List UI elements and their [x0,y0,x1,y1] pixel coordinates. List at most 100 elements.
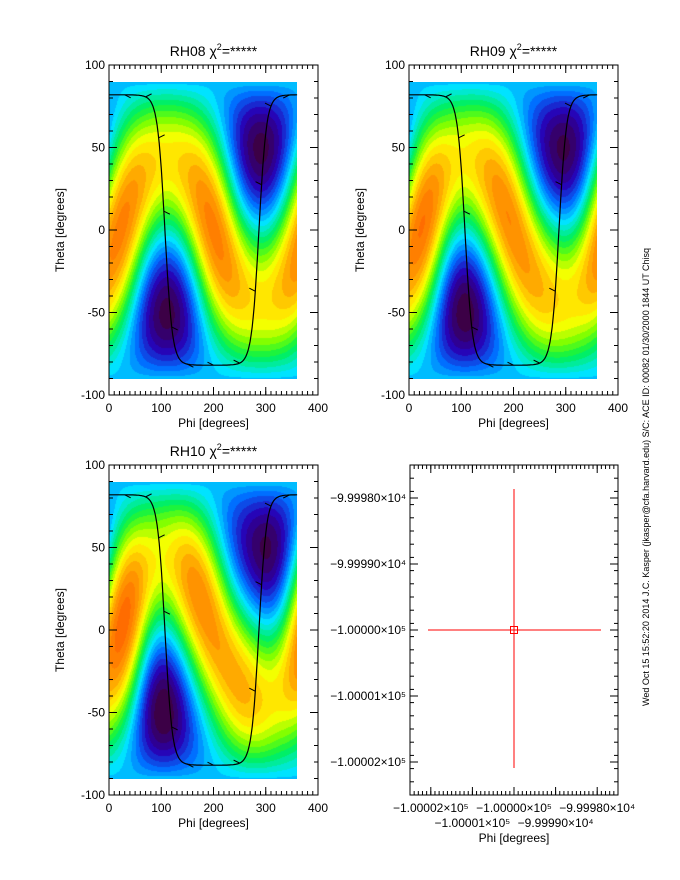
x-axis-label: Phi [degrees] [178,816,249,830]
curve-tick [249,287,256,292]
curve-tick [583,94,590,99]
x-tick-label: −9.99990×10⁴ [518,816,594,830]
x-tick-label: 100 [151,801,171,815]
y-tick-label: -100 [81,788,105,802]
y-tick-label: −1.00002×10⁵ [330,755,406,769]
curve-tick [158,134,165,139]
x-tick-label: 300 [256,801,276,815]
curve-tick [207,761,214,766]
panel-title: RH08 χ2=***** [170,42,258,59]
x-tick-label: −9.99980×10⁴ [559,801,635,815]
y-tick-label: 0 [398,223,405,237]
x-tick-label: 200 [503,401,523,415]
curve-tick [233,759,240,764]
contour-curve [109,494,298,766]
curve-tick [533,359,540,364]
x-tick-label: 400 [608,401,628,415]
plot-frame [108,64,319,396]
y-tick-label: 100 [85,58,105,72]
y-tick-label: 50 [92,141,106,155]
x-tick-label: 100 [451,401,471,415]
x-tick-label: −1.00002×10⁵ [393,801,469,815]
y-tick-label: 50 [392,141,406,155]
x-axis-label: Phi [degrees] [479,831,550,845]
x-tick-label: −1.00001×10⁵ [435,816,511,830]
curve-tick [564,102,572,107]
curve-tick [187,363,194,368]
curve-tick [445,93,452,98]
x-axis-label: Phi [degrees] [178,416,249,430]
curve-tick [249,687,256,692]
panel-2: RH09 χ2=***** 0 100 200 300 400 -100 -50 0 50 100 P… [353,42,628,430]
x-tick-label: −1.00000×10⁵ [476,801,552,815]
x-tick-label: 200 [203,801,223,815]
x-tick-label: 0 [106,801,113,815]
y-tick-label: −9.99980×10⁴ [330,491,406,505]
y-tick-label: -100 [381,388,405,402]
curve-tick [187,763,194,768]
x-tick-label: 100 [151,401,171,415]
curve-tick [145,93,152,98]
panel-1: RH08 χ2=***** 0 100 200 300 400 -100 -50 0 50 100 P… [53,42,328,430]
y-tick-label: −1.00000×10⁵ [330,623,406,637]
y-tick-label: −1.00001×10⁵ [330,689,406,703]
panel-title: RH10 χ2=***** [170,442,258,459]
y-tick-label: 100 [385,58,405,72]
curve-tick [507,361,514,366]
y-tick-label: 100 [85,458,105,472]
y-axis-label: Theta [degrees] [353,188,367,272]
contour-curve [109,94,298,366]
curve-tick [163,210,171,215]
y-tick-label: -50 [88,306,106,320]
x-tick-label: 300 [256,401,276,415]
curve-tick [264,502,272,507]
panel-title: RH09 χ2=***** [470,42,558,59]
curve-tick [158,534,165,539]
y-tick-label: −9.99990×10⁴ [330,557,406,571]
panel-4: −1.00002×10⁵−1.00001×10⁵−1.00000×10⁵−9.9… [330,464,635,845]
x-tick-label: 300 [556,401,576,415]
curve-tick [424,94,431,99]
curve-tick [555,181,562,186]
curve-tick [171,326,178,331]
y-axis-label: Theta [degrees] [53,588,67,672]
curve-tick [255,581,262,586]
y-tick-label: -100 [81,388,105,402]
curve-tick [463,210,471,215]
curve-tick [163,610,171,615]
curve-tick [264,102,272,107]
x-tick-label: 0 [106,401,113,415]
y-tick-label: 0 [98,623,105,637]
curve-tick [233,359,240,364]
x-tick-label: 400 [308,801,328,815]
curve-tick [487,363,494,368]
curve-tick [207,361,214,366]
contour-curve [409,94,598,366]
y-tick-label: -50 [388,306,406,320]
curve-tick [171,726,178,731]
curve-tick [283,494,290,499]
curve-tick [255,181,262,186]
curve-tick [458,134,465,139]
y-tick-label: 50 [92,541,106,555]
x-tick-label: 0 [406,401,413,415]
curve-tick [283,94,290,99]
x-tick-label: 200 [203,401,223,415]
curve-tick [549,287,556,292]
x-axis-label: Phi [degrees] [478,416,549,430]
plot-frame [108,464,319,796]
y-tick-label: -50 [88,706,106,720]
x-tick-label: 400 [308,401,328,415]
curve-tick [471,326,478,331]
data-point [510,626,518,634]
curve-tick [124,494,131,499]
y-axis-label: Theta [degrees] [53,188,67,272]
curve-tick [145,493,152,498]
y-tick-label: 0 [98,223,105,237]
panel-3: RH10 χ2=***** 0 100 200 300 400 -100 -50 0 50 100 P… [53,442,328,830]
curve-tick [124,94,131,99]
side-annotation: Wed Oct 15 15:52:20 2014 J.C. Kasper (jk… [641,248,651,706]
plot-frame [408,64,619,396]
